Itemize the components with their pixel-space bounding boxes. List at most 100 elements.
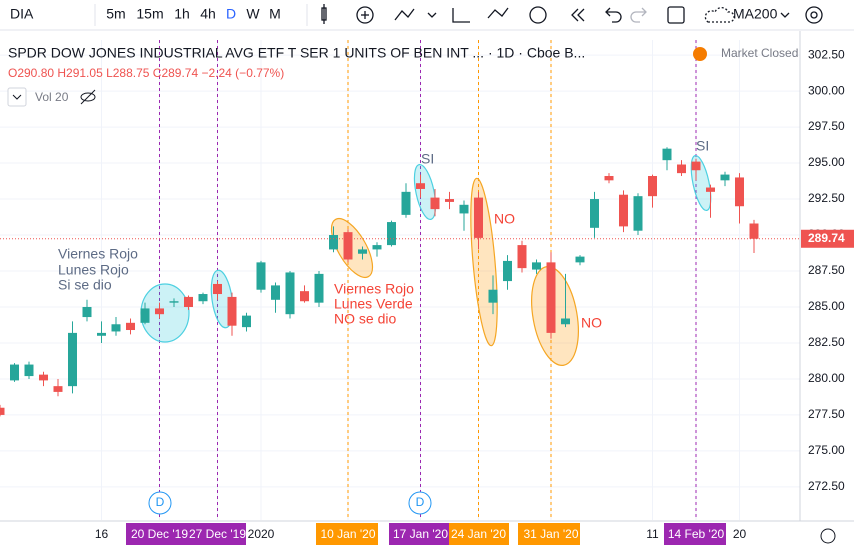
candle-body — [604, 176, 614, 181]
si-label: SI — [421, 151, 434, 167]
candle-body — [633, 196, 643, 231]
candle-body — [749, 223, 759, 239]
price-axis — [800, 31, 854, 522]
undo-icon[interactable] — [605, 7, 622, 23]
candle-body — [575, 256, 585, 263]
candle-body — [53, 386, 63, 392]
status-dot — [693, 47, 707, 61]
indicator-label: Vol 20 — [35, 90, 69, 104]
x-tick-label: 11 — [646, 527, 659, 541]
candle-body — [314, 273, 324, 303]
candle-body — [68, 332, 77, 387]
x-tick-label: 2020 — [248, 527, 275, 541]
candle-body — [256, 262, 266, 290]
candle-body — [648, 176, 657, 197]
settings-icon[interactable] — [805, 6, 823, 24]
axis-settings[interactable] — [820, 528, 836, 544]
candle-body — [691, 161, 701, 171]
y-tick-label: 277.50 — [808, 407, 845, 421]
dropdown[interactable] — [427, 12, 437, 18]
interval-button[interactable]: D — [226, 6, 236, 22]
candle-body — [169, 301, 179, 303]
event-marker[interactable] — [408, 491, 432, 515]
candle-body — [662, 148, 672, 161]
candle-body — [430, 197, 440, 210]
chart-title: SPDR DOW JONES INDUSTRIAL AVG ETF T SER … — [8, 45, 585, 61]
bars-icon[interactable] — [452, 8, 470, 23]
axes: 272.50 275.00 277.50 280.00 282.50 285.00 287.… — [95, 47, 854, 541]
date-highlights — [126, 523, 726, 545]
candles — [0, 147, 800, 417]
candle-body — [97, 332, 106, 336]
candle-body — [387, 222, 396, 246]
x-tick-label: 16 — [95, 527, 109, 541]
candle-body — [546, 262, 556, 333]
last-price-label: 289.74 — [808, 231, 845, 245]
date-box — [664, 523, 726, 545]
replay-icon[interactable] — [571, 8, 579, 22]
y-tick-label: 272.50 — [808, 479, 845, 493]
interval-button[interactable]: M — [269, 6, 281, 22]
candle-body — [561, 318, 570, 325]
event-marker-label: D — [416, 495, 425, 509]
template-icon[interactable] — [704, 6, 735, 23]
toolbar-icons — [321, 4, 823, 24]
annotations: Viernes Rojo Lunes Rojo Si se dio Vierne… — [58, 138, 709, 331]
fullscreen-icon[interactable] — [667, 6, 685, 24]
collapse-button[interactable] — [7, 87, 27, 107]
candle-body — [300, 291, 309, 302]
candle-body — [126, 322, 135, 331]
candle-body — [445, 199, 454, 202]
compare-icon[interactable] — [394, 8, 415, 21]
candle-body — [590, 199, 599, 228]
dropdown[interactable] — [780, 12, 790, 18]
interval-button[interactable]: 5m — [106, 6, 125, 22]
note-line: Viernes Rojo — [334, 281, 414, 297]
candle-body — [155, 308, 164, 315]
candle-body — [111, 324, 121, 332]
candle-body — [459, 204, 469, 214]
candle-body — [401, 191, 411, 215]
x-tick-label: 10 Jan '20 — [320, 527, 375, 541]
y-tick-label: 297.50 — [808, 119, 845, 133]
interval-button[interactable]: 1h — [174, 6, 190, 22]
chevron — [12, 94, 22, 100]
candle-body — [82, 306, 92, 318]
interval-button[interactable]: W — [246, 6, 260, 22]
x-tick-label: 17 Jan '20 — [393, 527, 448, 541]
candle-body — [488, 289, 498, 303]
candle-body — [720, 174, 730, 181]
candle-body — [140, 308, 150, 323]
note-line: Lunes Rojo — [58, 262, 129, 278]
candle-body — [227, 296, 237, 326]
date-markers — [159, 40, 697, 520]
date-box — [126, 523, 190, 545]
candle-body — [343, 232, 353, 260]
candle-body — [329, 235, 338, 250]
candle-body — [517, 245, 527, 269]
hide-icon[interactable] — [80, 89, 96, 105]
interval-button[interactable]: 15m — [136, 6, 163, 22]
candle-body — [358, 249, 367, 254]
x-tick-label: 14 Feb '20 — [668, 527, 725, 541]
template-name[interactable]: MA200 — [733, 6, 778, 22]
event-marker-label: D — [156, 495, 165, 509]
symbol[interactable]: DIA — [10, 6, 34, 22]
candle-body — [619, 194, 628, 227]
redo-icon[interactable] — [630, 7, 647, 23]
y-tick-label: 300.00 — [808, 83, 845, 97]
note-line: NO se dio — [334, 311, 396, 327]
note-line: Si se dio — [58, 277, 112, 293]
y-tick-label: 282.50 — [808, 335, 845, 349]
alert-icon[interactable] — [487, 7, 509, 19]
indicator-icon[interactable] — [356, 6, 374, 24]
no-label: NO — [581, 315, 602, 331]
clock-icon[interactable] — [529, 6, 547, 24]
event-marker[interactable] — [148, 491, 172, 515]
x-tick-label: 20 — [733, 527, 747, 541]
interval-button[interactable]: 4h — [200, 6, 216, 22]
intervals: 5m 15m 1h 4h D W M — [106, 6, 281, 22]
y-tick-label: 295.00 — [808, 155, 845, 169]
candle-body — [474, 197, 483, 238]
